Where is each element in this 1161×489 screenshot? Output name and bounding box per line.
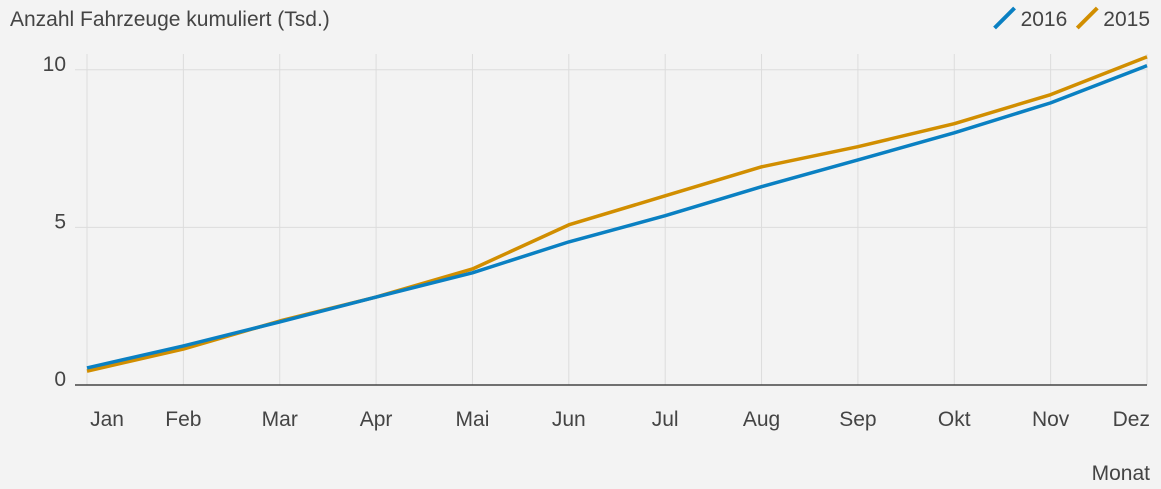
x-tick-label: Jan [90, 408, 124, 431]
x-tick-label: Feb [165, 408, 201, 431]
x-tick-label: Mai [456, 408, 490, 431]
x-tick-label: Apr [360, 408, 393, 431]
line-series [86, 64, 1148, 370]
x-tick-label: Mar [262, 408, 298, 431]
legend-swatch [1075, 6, 1099, 30]
legend-label: 2016 [1021, 8, 1068, 31]
x-axis-label: Monat [1092, 462, 1151, 485]
chart-title: Anzahl Fahrzeuge kumuliert (Tsd.) [10, 8, 330, 31]
x-tick-label: Jun [552, 408, 586, 431]
x-tick-label: Aug [743, 408, 780, 431]
y-tick-label: 0 [54, 368, 66, 391]
y-tick-label: 5 [54, 210, 66, 233]
legend-label: 2015 [1103, 8, 1150, 31]
legend-swatch [993, 6, 1016, 30]
x-tick-label: Jul [652, 408, 679, 431]
x-tick-label: Okt [938, 408, 971, 431]
x-tick-label: Sep [839, 408, 876, 431]
y-tick-label: 10 [43, 53, 66, 76]
x-tick-label: Nov [1032, 408, 1070, 431]
x-tick-label: Dez [1113, 408, 1150, 431]
